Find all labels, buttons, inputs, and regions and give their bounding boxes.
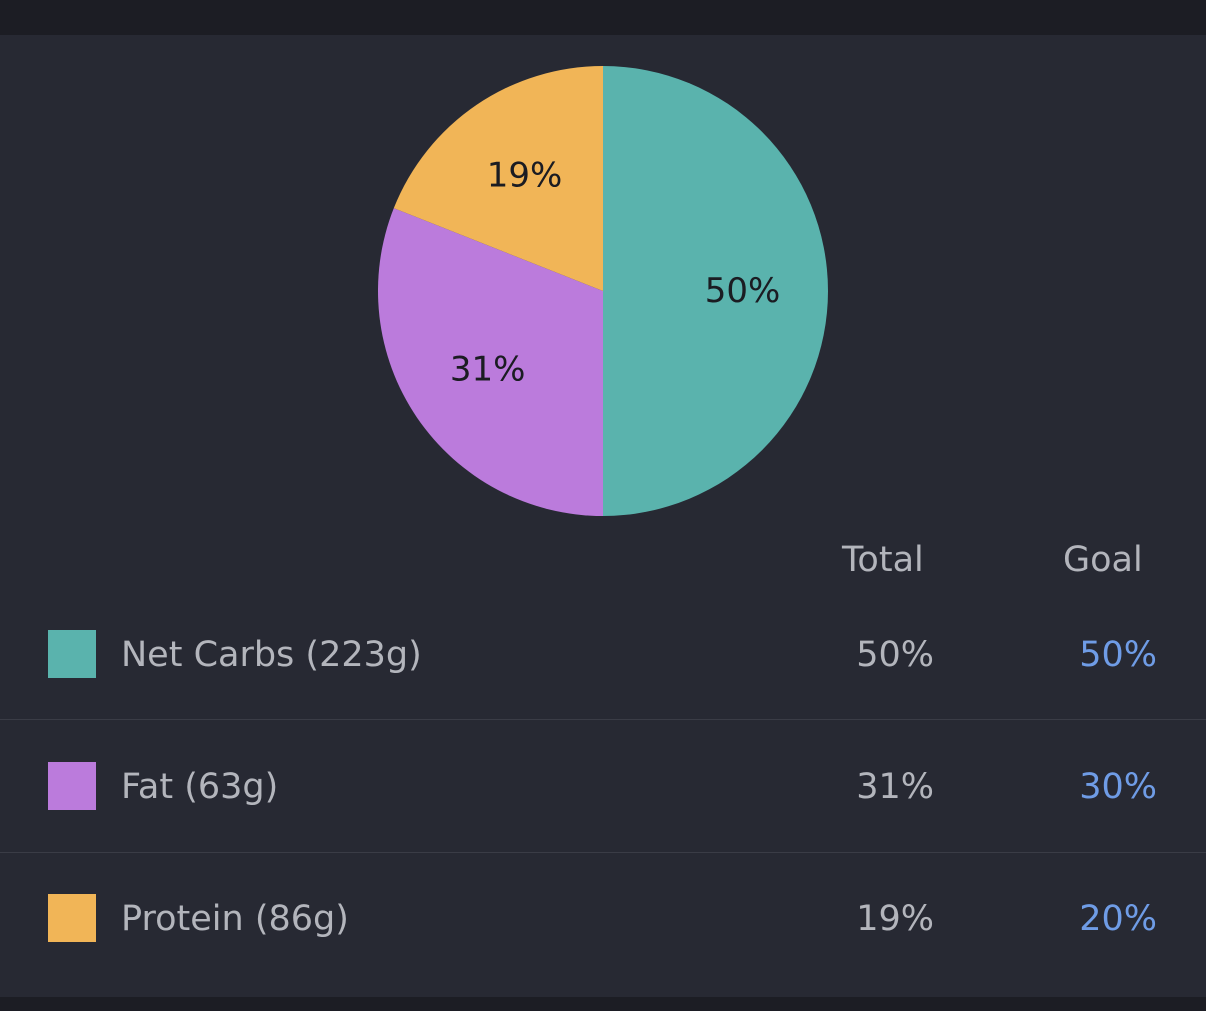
pie-slice-fat <box>378 208 603 516</box>
column-header-goal: Goal <box>1063 540 1143 580</box>
net-carbs-goal[interactable]: 50% <box>1079 635 1157 675</box>
fat-swatch <box>48 762 96 810</box>
macro-row-protein: Protein (86g) 19% 20% <box>0 852 1206 984</box>
pie-label-net-carbs: 50% <box>705 271 781 311</box>
fat-goal[interactable]: 30% <box>1079 767 1157 807</box>
protein-swatch <box>48 894 96 942</box>
pie-slice-protein <box>393 66 603 291</box>
macros-pie-chart: 50% 31% 19% <box>378 66 828 516</box>
net-carbs-label: Net Carbs (223g) <box>121 635 422 675</box>
fat-total: 31% <box>856 767 934 807</box>
top-bar <box>0 0 1206 35</box>
pie-label-protein: 19% <box>487 156 563 196</box>
fat-label: Fat (63g) <box>121 767 279 807</box>
protein-total: 19% <box>856 899 934 939</box>
protein-label: Protein (86g) <box>121 899 349 939</box>
row-divider <box>0 719 1206 720</box>
row-divider <box>0 852 1206 853</box>
bottom-bar <box>0 997 1206 1011</box>
macro-row-net-carbs: Net Carbs (223g) 50% 50% <box>0 588 1206 720</box>
pie-label-fat: 31% <box>450 349 526 389</box>
net-carbs-swatch <box>48 630 96 678</box>
protein-goal[interactable]: 20% <box>1079 899 1157 939</box>
macro-row-fat: Fat (63g) 31% 30% <box>0 720 1206 852</box>
pie-slice-net-carbs <box>603 66 828 516</box>
net-carbs-total: 50% <box>856 635 934 675</box>
column-header-total: Total <box>842 540 924 580</box>
